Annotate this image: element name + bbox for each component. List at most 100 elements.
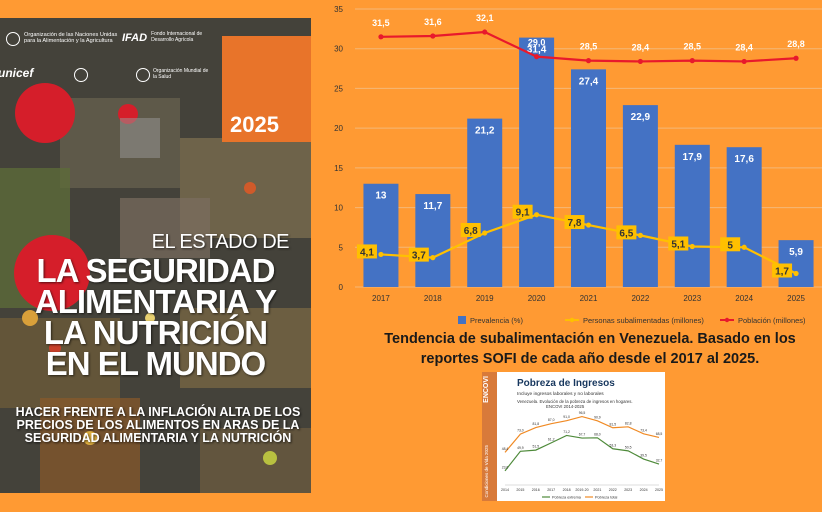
poverty-value-label: 32,7 bbox=[656, 459, 663, 463]
prevalence-bar bbox=[363, 183, 399, 287]
x-tick-label: 2020 bbox=[528, 294, 546, 303]
poverty-value-label: 91,0 bbox=[563, 415, 570, 419]
chart-caption: Tendencia de subalimentación en Venezuel… bbox=[384, 331, 796, 367]
cover-title-line: LA NUTRICIÓN bbox=[43, 314, 268, 351]
prevalence-bar bbox=[674, 144, 710, 287]
poverty-value-label: 73,4 bbox=[640, 428, 647, 432]
x-tick-label: 2015 bbox=[516, 488, 524, 492]
x-tick-label: 2018 bbox=[563, 488, 571, 492]
prevalence-value-label: 27,4 bbox=[579, 76, 599, 87]
poverty-value-label: 82,8 bbox=[625, 421, 632, 425]
population-value-label: 31,6 bbox=[424, 17, 442, 27]
population-value-label: 28,5 bbox=[580, 42, 598, 52]
y-tick-label: 25 bbox=[334, 84, 343, 93]
y-tick-label: 20 bbox=[334, 124, 343, 133]
poverty-value-label: 61,2 bbox=[548, 437, 555, 441]
prevalence-value-label: 13 bbox=[375, 191, 387, 202]
legend-marker bbox=[724, 317, 730, 323]
legend-marker bbox=[569, 317, 575, 323]
undernourished-point bbox=[741, 244, 747, 250]
fao-logo: Organización de las Naciones Unidas para… bbox=[6, 32, 120, 46]
population-point bbox=[378, 34, 384, 40]
report-cover: Organización de las Naciones Unidas para… bbox=[0, 18, 311, 493]
encovi-logo: ENCOVI bbox=[483, 376, 490, 403]
encovi-side-strip: ENCOVI Condiciones de Vida 2025 bbox=[482, 372, 497, 501]
undernourishment-chart: 051015202530351311,721,231,427,422,917,9… bbox=[334, 5, 822, 325]
prevalence-value-label: 17,6 bbox=[734, 154, 754, 165]
undernourished-label-box bbox=[356, 244, 377, 259]
population-point bbox=[741, 58, 747, 65]
population-point bbox=[689, 58, 695, 64]
population-value-label: 28,4 bbox=[632, 42, 650, 52]
undernourished-value-label: 3,7 bbox=[412, 251, 426, 262]
x-tick-label: 2016 bbox=[532, 488, 540, 492]
poverty-value-label: 81,5 bbox=[609, 422, 616, 426]
poverty-value-label: 53,3 bbox=[609, 443, 616, 447]
undernourished-point bbox=[689, 243, 695, 250]
x-tick-label: 2022 bbox=[609, 488, 617, 492]
x-tick-label: 2018 bbox=[424, 294, 442, 303]
thumbnail-title: Pobreza de Ingresos bbox=[517, 378, 615, 389]
y-tick-label: 5 bbox=[339, 243, 344, 252]
undernourished-value-label: 7,8 bbox=[568, 218, 582, 229]
prevalence-value-label: 11,7 bbox=[423, 201, 442, 212]
who-emblem-icon bbox=[136, 68, 150, 82]
legend-swatch bbox=[458, 316, 466, 324]
prevalence-bar bbox=[622, 105, 658, 287]
population-value-label: 28,4 bbox=[735, 42, 753, 52]
thumbnail-note: Venezuela. Evolución de la pobreza de in… bbox=[517, 399, 633, 404]
cover-title-line: ALIMENTARIA Y bbox=[34, 283, 277, 320]
legend-label: Pobreza total bbox=[595, 496, 618, 500]
population-value-label: 28,5 bbox=[684, 42, 702, 52]
undernourished-value-label: 6,8 bbox=[464, 226, 478, 237]
poverty-series-line bbox=[504, 434, 660, 472]
fao-emblem-icon bbox=[6, 32, 20, 46]
undernourished-value-label: 4,1 bbox=[360, 247, 374, 258]
population-value-label: 32,1 bbox=[476, 13, 494, 23]
population-value-label: 28,8 bbox=[787, 39, 805, 49]
poverty-value-label: 81,8 bbox=[532, 422, 539, 426]
legend-label: Personas subalimentadas (millones) bbox=[583, 316, 704, 325]
wfp-logo bbox=[74, 68, 91, 82]
population-point bbox=[430, 33, 436, 39]
undernourished-value-label: 5,1 bbox=[671, 239, 685, 250]
undernourished-point bbox=[585, 222, 592, 228]
population-point bbox=[793, 55, 799, 61]
y-tick-label: 10 bbox=[334, 204, 343, 213]
poverty-value-label: 87,0 bbox=[548, 418, 555, 422]
y-tick-label: 15 bbox=[334, 164, 343, 173]
thumbnail-note: ENCOVI 2014-2025 bbox=[546, 404, 585, 409]
x-tick-label: 2023 bbox=[624, 488, 632, 492]
prevalence-bar bbox=[519, 37, 555, 287]
poverty-value-label: 68,5 bbox=[656, 432, 663, 436]
undernourished-label-box bbox=[668, 236, 689, 251]
prevalence-bar bbox=[726, 147, 762, 287]
population-value-label: 31,5 bbox=[372, 18, 390, 28]
cover-title-line: EN EL MUNDO bbox=[45, 345, 266, 382]
x-tick-label: 2022 bbox=[631, 294, 649, 303]
x-tick-label: 2017 bbox=[372, 294, 390, 303]
y-tick-label: 35 bbox=[334, 5, 343, 14]
undernourished-label-box bbox=[772, 263, 793, 278]
poverty-chart-thumbnail: ENCOVI Condiciones de Vida 2025 Pobreza … bbox=[482, 372, 665, 501]
poverty-value-label: 90,9 bbox=[594, 415, 601, 419]
population-value-label: 29,0 bbox=[528, 38, 546, 48]
cover-title-line: LA SEGURIDAD bbox=[36, 252, 276, 289]
x-tick-label: 2024 bbox=[640, 488, 648, 492]
wfp-emblem-icon bbox=[74, 68, 88, 82]
cover-logos: Organización de las Naciones Unidas para… bbox=[0, 18, 230, 106]
undernourished-point bbox=[482, 230, 488, 236]
poverty-series-line bbox=[504, 415, 660, 453]
prevalence-value-label: 17,9 bbox=[683, 152, 703, 163]
undernourished-label-box bbox=[720, 237, 741, 252]
poverty-value-label: 39,5 bbox=[640, 454, 647, 458]
undernourished-label-box bbox=[512, 204, 533, 219]
thumbnail-subtitle: Incluye ingresos laborales y no laborale… bbox=[517, 392, 604, 397]
undernourished-label-box bbox=[460, 222, 481, 237]
side-label: Condiciones de Vida 2025 bbox=[484, 444, 489, 497]
prevalence-value-label: 5,9 bbox=[789, 247, 803, 258]
undernourished-label-box bbox=[408, 247, 429, 262]
x-tick-label: 2014 bbox=[501, 488, 509, 492]
prevalence-bar bbox=[467, 118, 503, 288]
legend-label: Pobreza extrema bbox=[552, 496, 582, 500]
